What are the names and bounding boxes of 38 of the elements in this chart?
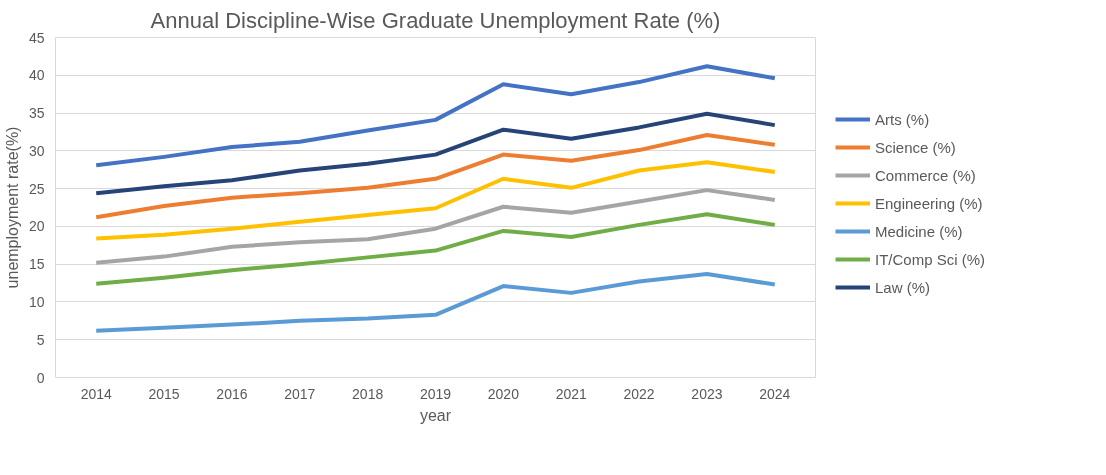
- chart-title: Annual Discipline-Wise Graduate Unemployment Rate (%): [150, 7, 721, 33]
- legend-label: Medicine (%): [875, 222, 963, 240]
- y-tick-label: 10: [28, 293, 45, 310]
- line-series: [94, 132, 777, 220]
- legend-label: IT/Comp Sci (%): [875, 250, 986, 268]
- y-axis-title: unemployment rate(%): [3, 126, 21, 289]
- legend-label: Commerce (%): [875, 166, 976, 184]
- x-tick-label: 2022: [623, 385, 655, 402]
- legend-label: Law (%): [875, 278, 931, 296]
- x-tick-label: 2014: [80, 385, 112, 402]
- line-series: [94, 188, 777, 265]
- x-tick-label: 2016: [216, 385, 248, 402]
- y-tick-label: 45: [28, 29, 45, 46]
- legend-label: Engineering (%): [875, 194, 983, 212]
- line-series: [94, 160, 777, 241]
- line-series: [94, 271, 777, 333]
- x-tick-label: 2017: [284, 385, 316, 402]
- y-tick-label: 35: [28, 105, 45, 122]
- y-tick-label: 20: [28, 218, 45, 235]
- y-tick-label: 5: [36, 331, 45, 348]
- y-tick-label: 15: [28, 256, 45, 273]
- x-tick-label: 2015: [148, 385, 180, 402]
- x-tick-label: 2023: [691, 385, 723, 402]
- y-tick-label: 40: [28, 67, 45, 84]
- x-tick-label: 2024: [759, 385, 791, 402]
- line-series: [94, 64, 777, 168]
- legend-label: Science (%): [875, 138, 956, 156]
- y-tick-label: 25: [28, 180, 45, 197]
- x-tick-label: 2020: [487, 385, 520, 402]
- y-tick-label: 0: [36, 369, 45, 386]
- x-tick-label: 2019: [419, 385, 452, 402]
- x-tick-label: 2021: [555, 385, 587, 402]
- x-axis-title: year: [419, 406, 452, 424]
- legend-label: Arts (%): [875, 110, 930, 128]
- line-series: [94, 111, 777, 196]
- line-series: [94, 212, 777, 286]
- x-tick-label: 2018: [352, 385, 384, 402]
- y-tick-label: 30: [28, 142, 45, 159]
